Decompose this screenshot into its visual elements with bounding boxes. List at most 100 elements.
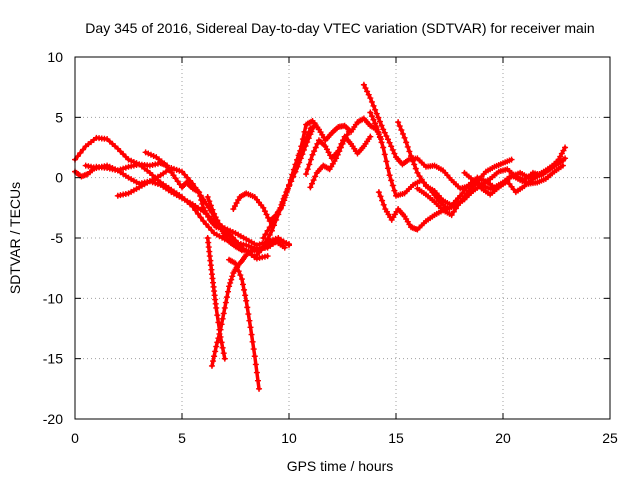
data-point [227,279,234,286]
y-axis-ticks: -20 -15 -10 -5 0 5 10 [43,49,610,427]
data-point [395,119,402,126]
data-point [212,348,219,355]
data-point [414,169,421,176]
data-point [455,202,462,209]
data-point [229,273,236,280]
data-point [268,220,275,227]
data-point [229,234,236,241]
data-point [304,134,311,141]
data-point [200,204,207,211]
data-point [306,161,313,168]
data-point [409,157,416,164]
data-point [273,212,280,219]
data-point [227,231,234,238]
data-point [260,244,267,251]
data-point [220,350,227,357]
data-point [266,224,273,231]
data-point [215,335,222,342]
data-point [339,140,346,147]
data-point [217,326,224,333]
data-point [304,166,311,173]
data-point [184,174,191,181]
data-point [248,331,255,338]
data-point [208,362,215,369]
data-point [448,212,455,219]
series-trace [231,132,311,223]
data-point [323,146,330,153]
data-point [367,109,374,116]
data-point [337,144,344,151]
data-point [562,144,569,151]
data-point [334,151,341,158]
data-point [288,178,295,185]
series-arc-9 [226,256,263,392]
data-point [381,129,388,136]
data-point [403,139,410,146]
data-point [296,156,303,163]
y-axis-label: SDTVAR / TECUs [7,182,23,294]
data-point [307,125,314,132]
data-point [416,173,423,180]
data-point [281,244,288,251]
data-point [254,377,261,384]
data-point [325,149,332,156]
data-point [412,165,419,172]
data-point [239,281,246,288]
y-tick-label: 10 [47,49,63,65]
data-point [365,91,372,98]
data-point [264,253,271,260]
data-point [368,113,375,120]
data-point [311,148,318,155]
data-point [280,195,287,202]
data-point [80,146,87,153]
data-point [246,317,253,324]
data-point [250,346,257,353]
data-point [367,133,374,140]
data-point [234,264,241,271]
data-point [376,134,383,141]
data-point [560,147,567,154]
grid-lines [75,57,610,419]
data-point [214,312,221,319]
data-point [243,251,250,258]
data-point [238,276,245,283]
x-tick-label: 10 [281,430,297,446]
series-arc-6 [204,193,288,255]
data-point [404,143,411,150]
series-arc-12 [260,125,314,241]
data-point [381,151,388,158]
data-point [284,185,291,192]
data-point [232,260,239,267]
x-tick-label: 15 [388,430,404,446]
x-tick-label: 0 [71,430,79,446]
data-point [389,182,396,189]
data-point [74,153,81,160]
data-point [174,178,181,185]
data-point [364,88,371,95]
data-point [391,187,398,194]
data-point [312,173,319,180]
data-point [305,129,312,136]
data-point [309,151,316,158]
data-point [398,127,405,134]
data-point [373,123,380,130]
data-point [279,198,286,205]
data-point [216,330,223,337]
data-point [251,353,258,360]
data-point [221,355,228,362]
data-point [242,292,249,299]
data-point [283,189,290,196]
data-point [211,353,218,360]
data-point [389,146,396,153]
data-point [322,143,329,150]
data-point [342,134,349,141]
series-arc-7 [204,235,228,362]
data-point [362,85,369,92]
data-point [225,288,232,295]
data-point [396,123,403,130]
data-point [344,131,351,138]
series-arc-15 [307,128,352,191]
data-point [205,224,212,231]
data-point [388,177,395,184]
